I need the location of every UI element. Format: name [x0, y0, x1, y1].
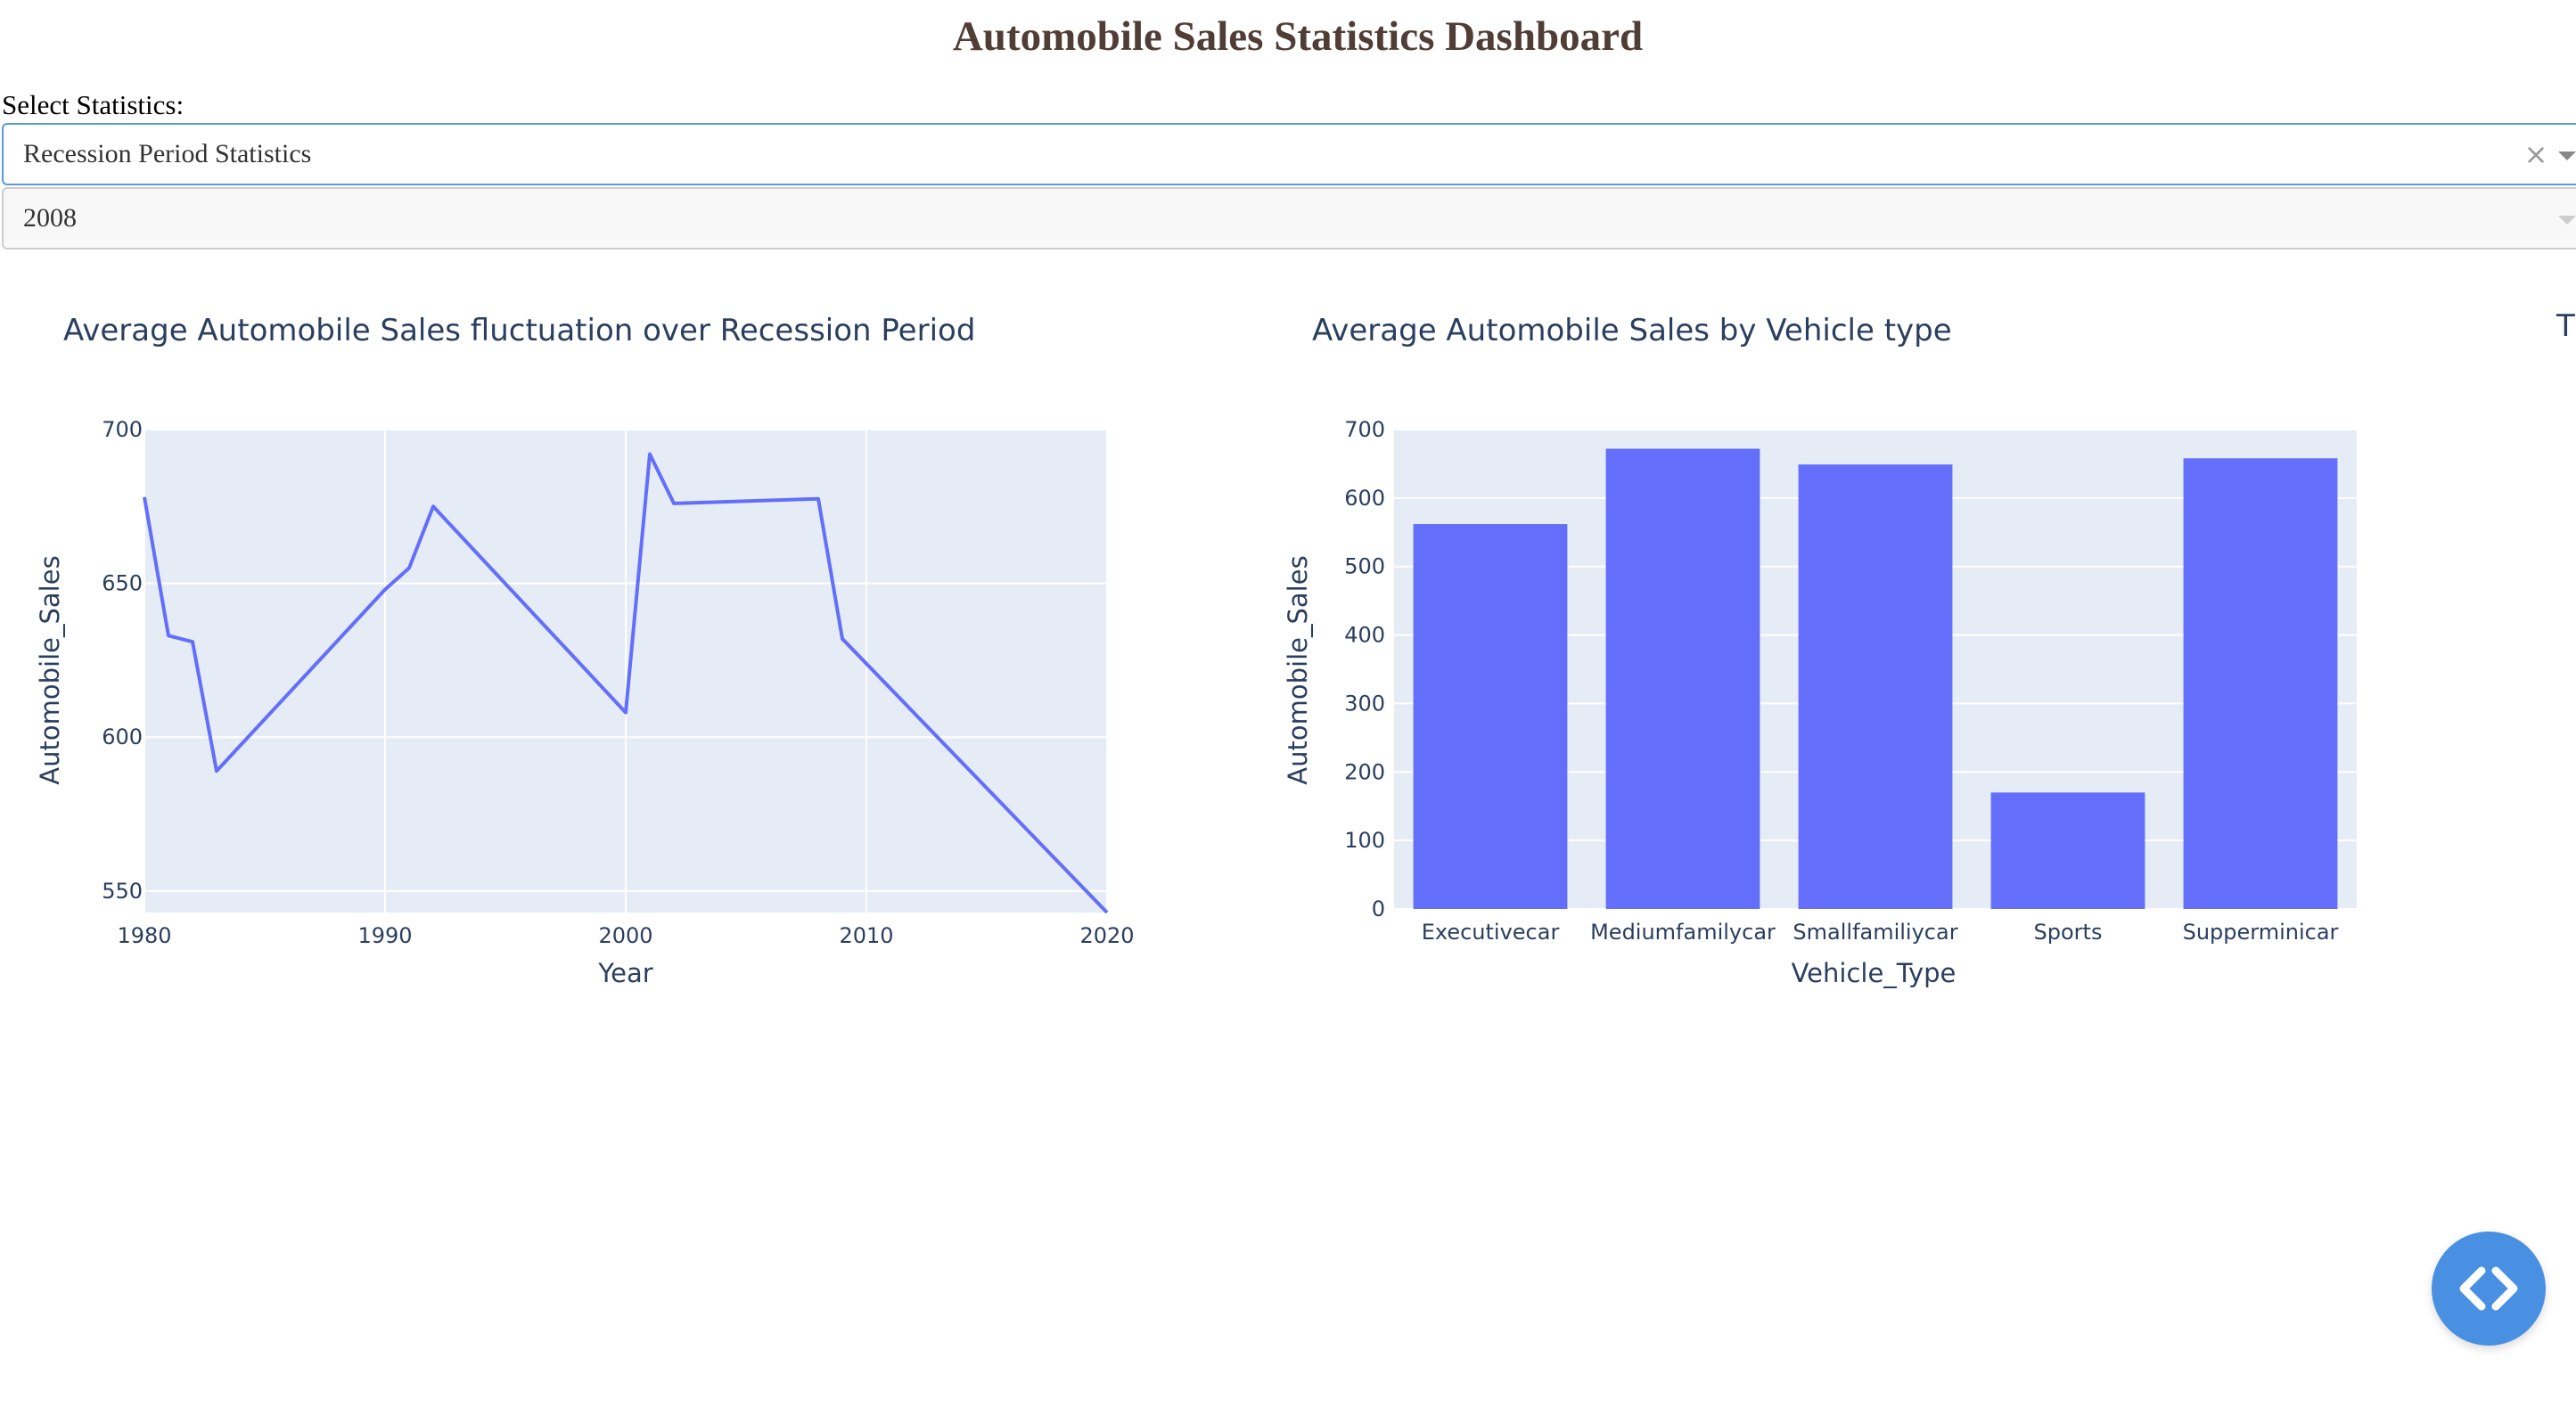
bar[interactable] — [1990, 792, 2145, 909]
x-axis-label: Year — [597, 958, 652, 988]
x-tick-label: 1980 — [117, 923, 171, 948]
x-tick-label: Sports — [2034, 920, 2103, 945]
y-tick-label: 300 — [1344, 691, 1385, 716]
year-dropdown[interactable]: 2008 — [2, 187, 2576, 250]
y-tick-label: 700 — [1344, 417, 1385, 442]
line-chart-svg: Average Automobile Sales fluctuation ove… — [35, 313, 1135, 988]
bar[interactable] — [1605, 448, 1760, 909]
y-axis-label: Automobile_Sales — [1283, 555, 1313, 784]
x-tick-label: Mediumfamilycar — [1590, 920, 1776, 945]
y-tick-label: 600 — [102, 724, 143, 749]
y-tick-label: 0 — [1372, 896, 1385, 921]
third-chart-title: T — [2556, 308, 2575, 344]
x-tick-label: Supperminicar — [2183, 920, 2339, 945]
y-tick-label: 650 — [102, 571, 143, 596]
close-icon[interactable]: × — [2523, 137, 2548, 171]
bar[interactable] — [2183, 458, 2338, 909]
bar-chart[interactable]: Average Automobile Sales by Vehicle type… — [1248, 267, 2424, 1020]
year-dropdown-value: 2008 — [23, 203, 77, 233]
y-tick-label: 100 — [1344, 828, 1385, 853]
statistics-dropdown[interactable]: Recession Period Statistics × — [2, 123, 2576, 185]
y-tick-label: 700 — [102, 417, 143, 442]
line-chart[interactable]: Average Automobile Sales fluctuation ove… — [0, 267, 1177, 1020]
bar[interactable] — [1798, 464, 1953, 909]
y-tick-label: 200 — [1344, 759, 1385, 784]
select-statistics-label: Select Statistics: — [2, 89, 185, 120]
y-tick-label: 500 — [1344, 554, 1385, 579]
chart-title: Average Automobile Sales by Vehicle type — [1312, 313, 1952, 348]
x-tick-label: Executivecar — [1422, 920, 1560, 945]
chevron-down-icon[interactable] — [2558, 151, 2576, 160]
series-line — [143, 452, 1109, 914]
x-axis-label: Vehicle_Type — [1792, 958, 1957, 988]
code-icon — [2459, 1266, 2518, 1311]
page-title: Automobile Sales Statistics Dashboard — [952, 13, 1644, 60]
x-tick-label: 2010 — [839, 923, 893, 948]
chevron-down-icon[interactable] — [2558, 216, 2576, 225]
x-tick-label: 1990 — [357, 923, 412, 948]
code-toggle-button[interactable] — [2432, 1232, 2546, 1346]
chart-title: Average Automobile Sales fluctuation ove… — [63, 313, 975, 348]
y-tick-label: 550 — [102, 879, 143, 904]
y-tick-label: 600 — [1344, 486, 1385, 511]
x-tick-label: 2000 — [598, 923, 652, 948]
bar[interactable] — [1413, 524, 1568, 909]
bar-chart-svg: Average Automobile Sales by Vehicle type… — [1283, 313, 2357, 988]
y-axis-label: Automobile_Sales — [35, 555, 65, 784]
x-tick-label: Smallfamiliycar — [1793, 920, 1957, 945]
x-tick-label: 2020 — [1079, 923, 1134, 948]
y-tick-label: 400 — [1344, 623, 1385, 648]
statistics-dropdown-value: Recession Period Statistics — [23, 139, 312, 168]
